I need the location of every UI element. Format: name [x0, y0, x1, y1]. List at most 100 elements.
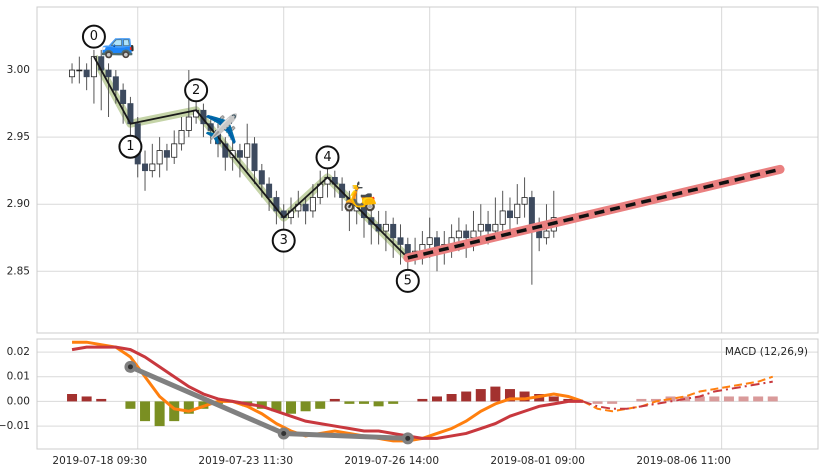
- y-tick-label: 0.01: [7, 371, 30, 383]
- forecast-halo: [403, 164, 785, 263]
- histogram-bar: [767, 396, 778, 402]
- y-tick-label: 2.95: [7, 131, 30, 143]
- histogram-bar: [140, 401, 151, 422]
- histogram-bar: [373, 401, 384, 407]
- candle-body: [156, 150, 163, 165]
- histogram-bar: [417, 398, 428, 402]
- candle-body: [149, 163, 156, 172]
- candle-body: [426, 237, 433, 245]
- zigzag-marker: [118, 134, 143, 159]
- histogram-bar: [519, 391, 530, 402]
- candle-body: [397, 237, 404, 245]
- histogram-bar: [271, 401, 282, 412]
- candle-body: [120, 89, 127, 104]
- zigzag-line: [93, 56, 409, 259]
- macd-line: [71, 345, 583, 440]
- histogram-bar: [475, 389, 486, 402]
- zigzag-label: 5: [404, 273, 412, 288]
- histogram-bar: [680, 396, 691, 402]
- zigzag-point-core: [281, 430, 287, 436]
- zigzag-label: 1: [126, 139, 134, 154]
- x-tick-label: 2019-07-26 14:00: [344, 455, 439, 467]
- candle-body: [470, 230, 477, 239]
- histogram-bar: [329, 398, 340, 402]
- zigzag-marker: [271, 228, 296, 253]
- histogram-bar: [592, 401, 603, 404]
- histogram-bar: [548, 396, 559, 402]
- histogram-bar: [154, 401, 165, 427]
- candle-body: [244, 143, 251, 158]
- candle-body: [492, 223, 499, 232]
- zigzag-point-core: [405, 435, 411, 441]
- candle-body: [171, 143, 178, 158]
- candle-body: [142, 163, 149, 172]
- candle-body: [346, 197, 353, 212]
- candle-body: [455, 230, 462, 239]
- candle-body: [382, 223, 389, 232]
- candle-body: [112, 76, 119, 91]
- zigzag-label: 0: [90, 29, 98, 44]
- candle-body: [69, 69, 76, 78]
- candle-body: [105, 69, 112, 78]
- candle-body: [499, 210, 506, 225]
- candle-body: [477, 223, 484, 232]
- histogram-bar: [96, 398, 107, 402]
- marker-icon: ✈️: [204, 111, 239, 145]
- macd-line: [582, 375, 774, 413]
- histogram-bar: [650, 398, 661, 402]
- histogram-bar: [169, 401, 180, 422]
- plot-frame: [36, 6, 819, 334]
- zigzag-label: 2: [192, 83, 200, 98]
- legend-label: MACD (12,26,9): [725, 346, 808, 358]
- y-tick-label: −0.01: [0, 420, 30, 432]
- x-tick-label: 2019-07-23 11:30: [198, 455, 293, 467]
- zigzag-label: 4: [323, 150, 331, 165]
- candle-body: [485, 223, 492, 232]
- macd-line: [582, 380, 773, 410]
- x-tick-label: 2019-08-01 09:00: [490, 455, 585, 467]
- candle-body: [236, 150, 243, 158]
- macd-line: [72, 340, 584, 443]
- histogram-bar: [67, 394, 78, 402]
- marker-icon: 🚙: [101, 27, 136, 60]
- histogram-bar: [358, 401, 369, 404]
- candle-body: [178, 130, 185, 145]
- candle-body: [76, 69, 83, 72]
- candle-body: [521, 197, 528, 205]
- histogram-bar: [709, 396, 720, 402]
- y-tick-label: 2.85: [7, 265, 30, 277]
- candle-body: [536, 230, 543, 239]
- zigzag-point-core: [127, 364, 133, 370]
- plot-frame: [36, 338, 819, 450]
- histogram-bar: [738, 396, 749, 402]
- histogram-bar: [315, 401, 326, 409]
- zigzag-marker: [395, 268, 420, 293]
- histogram-bar: [461, 391, 472, 402]
- histogram-bar: [694, 396, 705, 402]
- histogram-bar: [636, 398, 647, 402]
- y-tick-label: 0.02: [7, 346, 30, 358]
- candle-body: [302, 203, 309, 212]
- histogram-bar: [490, 386, 501, 402]
- zigzag-marker: [315, 145, 340, 170]
- histogram-bar: [286, 401, 297, 414]
- histogram-bar: [723, 396, 734, 402]
- y-tick-label: 2.90: [7, 198, 30, 210]
- histogram-bar: [446, 394, 457, 402]
- histogram-bar: [607, 401, 618, 404]
- x-tick-label: 2019-07-18 09:30: [52, 455, 147, 467]
- candle-body: [163, 150, 170, 158]
- zigzag-marker: [184, 78, 209, 103]
- x-tick-label: 2019-08-06 11:00: [636, 455, 731, 467]
- candle-body: [390, 223, 397, 239]
- candle-body: [258, 170, 265, 185]
- histogram-bar: [753, 396, 764, 402]
- histogram-bar: [431, 396, 442, 402]
- y-tick-label: 3.00: [7, 64, 30, 76]
- candle-body: [463, 230, 470, 239]
- histogram-bar: [81, 396, 92, 402]
- candle-body: [543, 230, 550, 239]
- zigzag-marker: [81, 24, 106, 49]
